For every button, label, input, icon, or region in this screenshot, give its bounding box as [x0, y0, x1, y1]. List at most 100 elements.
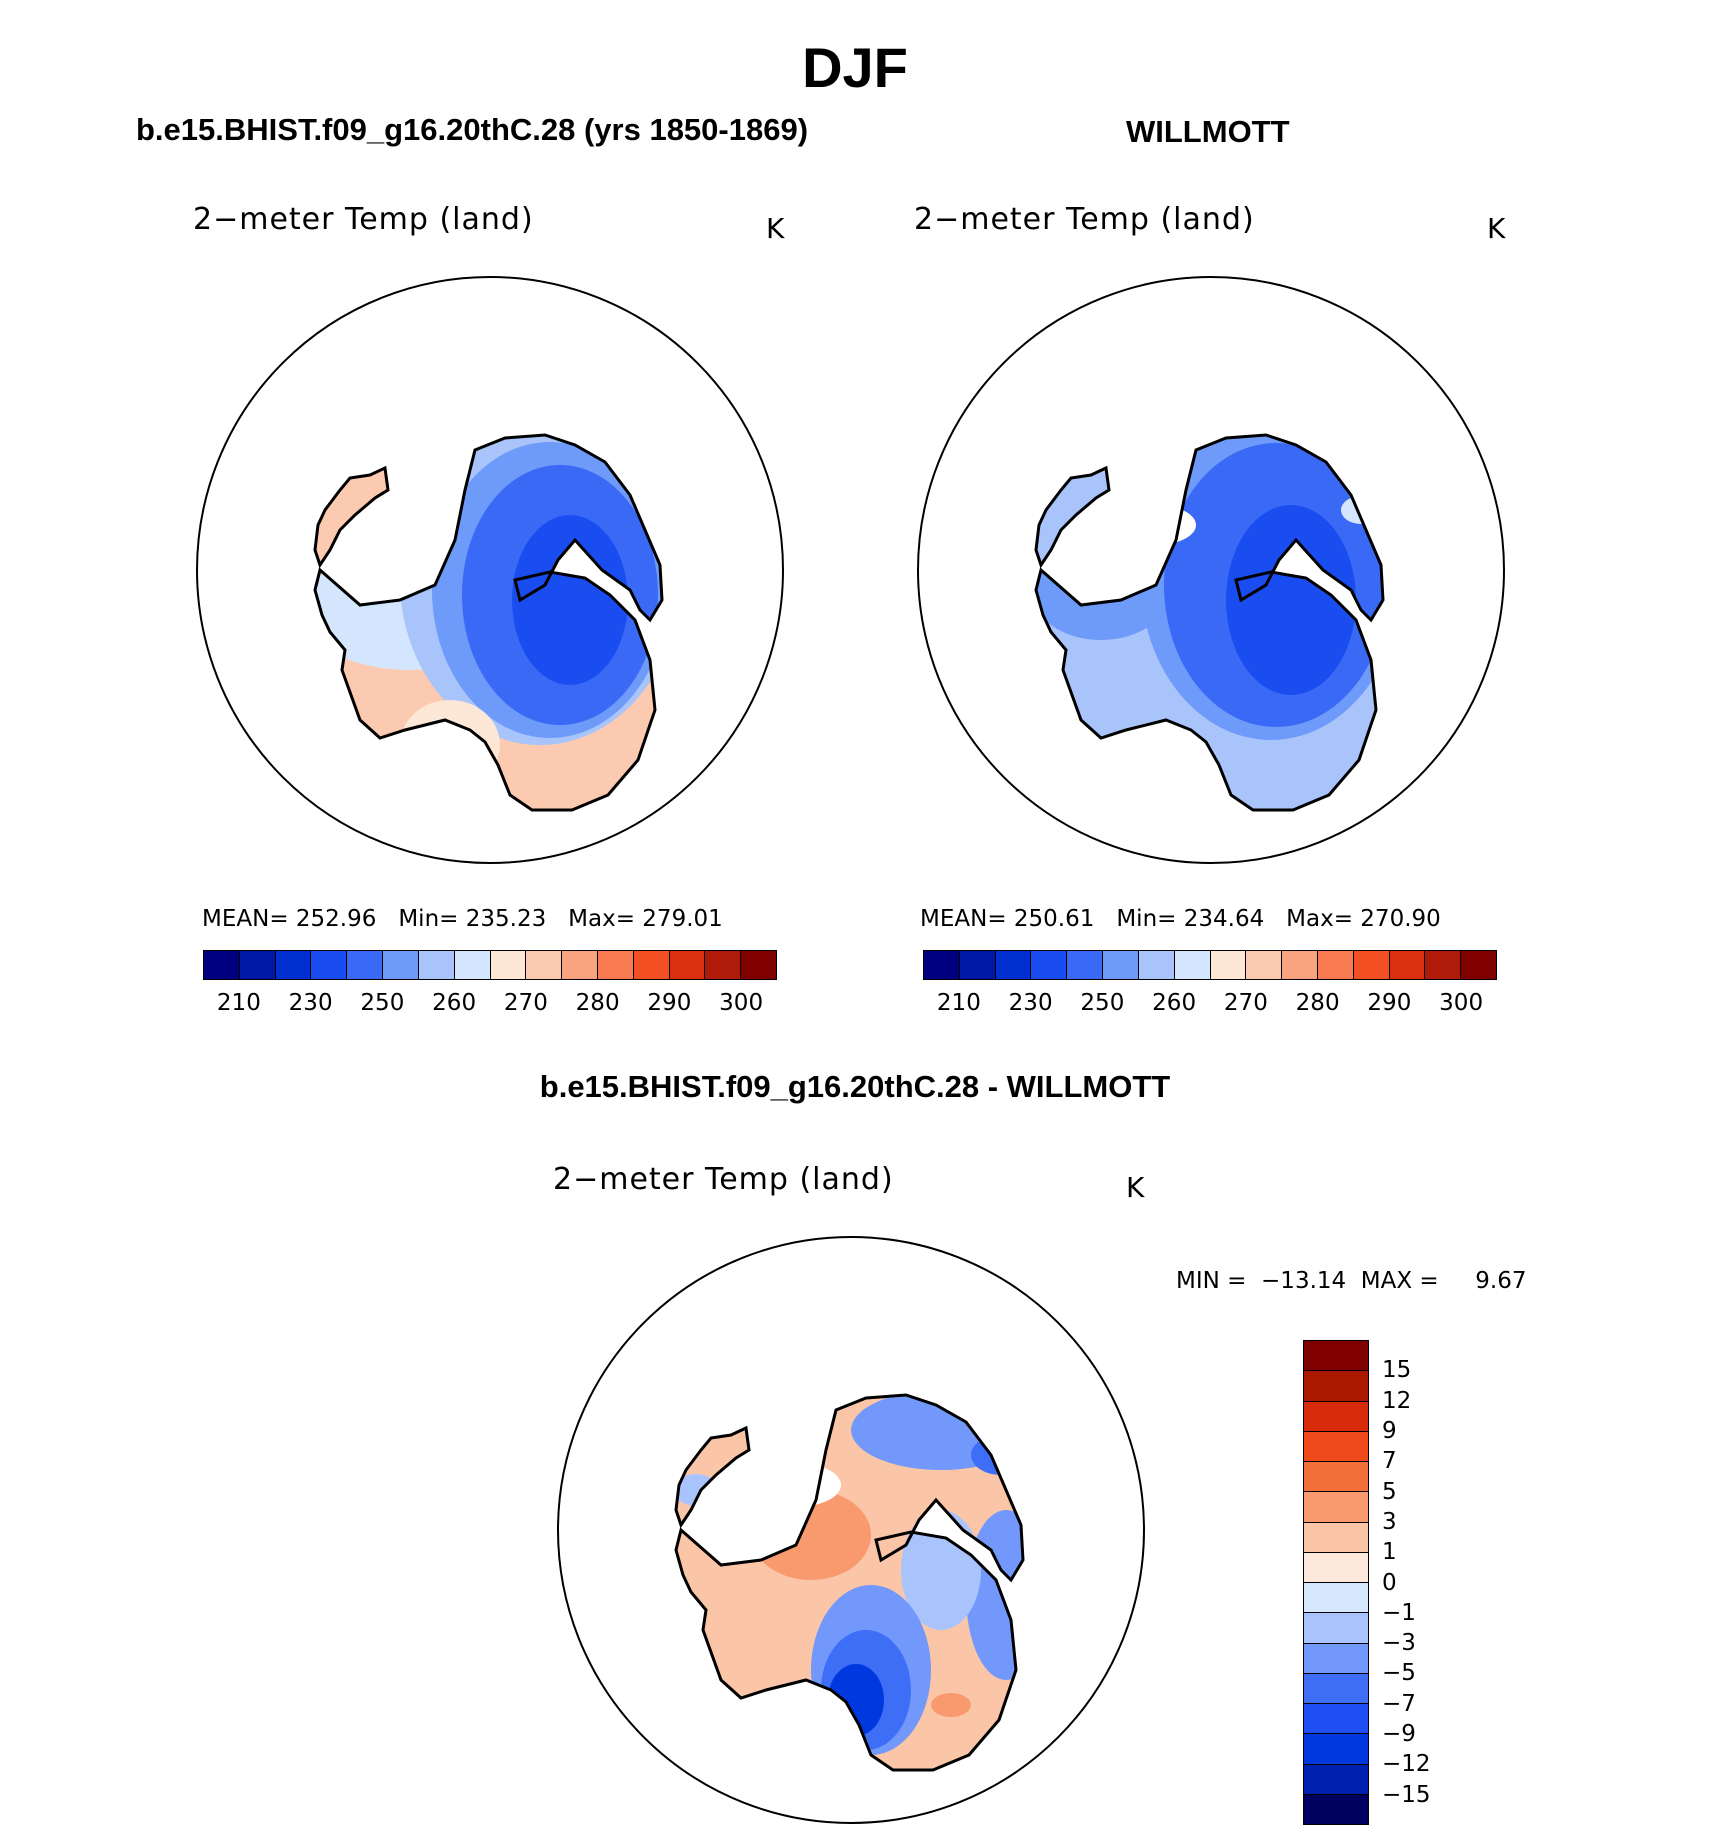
obs-panel-title: WILLMOTT [1126, 114, 1290, 149]
model-colorbar-tick-label: 270 [503, 990, 548, 1016]
diff-colorbar-tick-label: −3 [1382, 1630, 1416, 1657]
model-min-label: Min= [398, 906, 459, 932]
model-colorbar-tick-label: 210 [216, 990, 261, 1016]
model-colorbar-swatch [311, 951, 348, 979]
diff-colorbar [1303, 1340, 1369, 1825]
model-colorbar-swatch [562, 951, 598, 979]
diff-colorbar-tick-label: −15 [1382, 1781, 1431, 1808]
model-colorbar-swatch [204, 951, 240, 979]
model-colorbar-tick-label: 290 [647, 990, 692, 1016]
model-field-label: 2−meter Temp (land) [193, 202, 534, 237]
obs-max-value: 270.90 [1360, 906, 1441, 932]
model-max-value: 279.01 [642, 906, 723, 932]
model-colorbar-swatch [454, 951, 491, 979]
obs-colorbar-tick-label: 210 [936, 990, 981, 1016]
diff-colorbar-tick-label: 15 [1382, 1357, 1412, 1384]
obs-colorbar-swatch [959, 951, 996, 979]
obs-colorbar [923, 950, 1497, 980]
model-colorbar-tick-label: 280 [575, 990, 620, 1016]
diff-panel-title: b.e15.BHIST.f09_g16.20thC.28 - WILLMOTT [539, 1069, 1171, 1104]
obs-colorbar-tick-label: 300 [1439, 990, 1484, 1016]
obs-colorbar-swatch [924, 951, 960, 979]
obs-colorbar-swatch [1317, 951, 1354, 979]
diff-colorbar-swatch [1304, 1522, 1368, 1553]
obs-colorbar-tick-label: 260 [1152, 990, 1197, 1016]
diff-colorbar-tick-label: 7 [1382, 1448, 1397, 1475]
model-colorbar-swatch [633, 951, 670, 979]
obs-colorbar-swatch [995, 951, 1032, 979]
model-polar-map [196, 276, 784, 864]
diff-colorbar-swatch [1304, 1764, 1368, 1795]
model-colorbar-swatch [275, 951, 312, 979]
obs-max-label: Max= [1286, 906, 1353, 932]
diff-colorbar-tick-label: −5 [1382, 1660, 1416, 1687]
model-colorbar-swatch [705, 951, 742, 979]
obs-mean-label: MEAN= [920, 906, 1007, 932]
model-min-value: 235.23 [465, 906, 547, 932]
diff-colorbar-tick-label: 0 [1382, 1569, 1397, 1596]
diff-colorbar-tick-label: 3 [1382, 1508, 1397, 1535]
diff-colorbar-swatch [1304, 1583, 1368, 1614]
diff-colorbar-tick-label: 1 [1382, 1539, 1397, 1566]
model-colorbar-tick-label: 300 [719, 990, 764, 1016]
diff-colorbar-swatch [1304, 1734, 1368, 1765]
diff-colorbar-tick-label: −9 [1382, 1721, 1416, 1748]
obs-mean-value: 250.61 [1013, 906, 1095, 932]
diff-colorbar-tick-label: 12 [1382, 1387, 1412, 1414]
diff-colorbar-swatch [1304, 1643, 1368, 1674]
diff-unit-label: K [1126, 1171, 1145, 1204]
obs-min-label: Min= [1116, 906, 1177, 932]
model-colorbar-swatch [669, 951, 706, 979]
figure-title: DJF [802, 36, 908, 99]
obs-unit-label: K [1487, 212, 1506, 245]
diff-colorbar-tick-label: 9 [1382, 1417, 1397, 1444]
model-colorbar-ticks: 210 230 250 260 270 280 290 300 [203, 988, 777, 1018]
model-max-label: Max= [568, 906, 635, 932]
obs-polar-map [917, 276, 1505, 864]
obs-colorbar-swatch [1246, 951, 1283, 979]
model-colorbar-swatch [526, 951, 563, 979]
obs-colorbar-tick-label: 270 [1223, 990, 1268, 1016]
diff-colorbar-swatch [1304, 1341, 1368, 1372]
diff-colorbar-swatch [1304, 1794, 1368, 1824]
obs-colorbar-swatch [1174, 951, 1211, 979]
obs-colorbar-swatch [1103, 951, 1139, 979]
diff-polar-map [557, 1236, 1145, 1824]
obs-colorbar-swatch [1282, 951, 1318, 979]
diff-colorbar-swatch [1304, 1673, 1368, 1704]
obs-colorbar-tick-label: 280 [1295, 990, 1340, 1016]
obs-colorbar-swatch [1389, 951, 1426, 979]
obs-colorbar-swatch [1425, 951, 1462, 979]
obs-colorbar-ticks: 210 230 250 260 270 280 290 300 [923, 988, 1497, 1018]
diff-colorbar-swatch [1304, 1552, 1368, 1583]
diff-minmax: MIN = −13.14 MAX = 9.67 [1176, 1268, 1527, 1294]
obs-colorbar-swatch [1031, 951, 1068, 979]
diff-colorbar-swatch [1304, 1371, 1368, 1402]
obs-min-value: 234.64 [1183, 906, 1265, 932]
diff-colorbar-swatch [1304, 1462, 1368, 1493]
diff-colorbar-tick-label: −7 [1382, 1690, 1416, 1717]
model-mean-value: 252.96 [295, 906, 377, 932]
diff-colorbar-tick-label: 5 [1382, 1478, 1397, 1505]
model-mean-label: MEAN= [202, 906, 289, 932]
model-panel-title: b.e15.BHIST.f09_g16.20thC.28 (yrs 1850-1… [136, 112, 809, 147]
model-colorbar-tick-label: 250 [360, 990, 405, 1016]
model-colorbar-swatch [490, 951, 527, 979]
model-unit-label: K [766, 212, 785, 245]
model-colorbar-swatch [741, 951, 776, 979]
model-colorbar-swatch [347, 951, 384, 979]
model-colorbar-swatch [239, 951, 276, 979]
model-colorbar-tick-label: 260 [432, 990, 477, 1016]
obs-colorbar-tick-label: 290 [1367, 990, 1412, 1016]
diff-colorbar-swatch [1304, 1492, 1368, 1523]
obs-colorbar-tick-label: 250 [1080, 990, 1125, 1016]
model-colorbar-swatch [418, 951, 455, 979]
model-colorbar-swatch [383, 951, 419, 979]
diff-colorbar-swatch [1304, 1431, 1368, 1462]
diff-colorbar-swatch [1304, 1613, 1368, 1644]
diff-colorbar-tick-label: −12 [1382, 1751, 1431, 1778]
model-colorbar-swatch [597, 951, 634, 979]
model-colorbar [203, 950, 777, 980]
obs-colorbar-swatch [1067, 951, 1104, 979]
obs-stats: MEAN= 250.61 Min= 234.64 Max= 270.90 [920, 904, 1441, 934]
